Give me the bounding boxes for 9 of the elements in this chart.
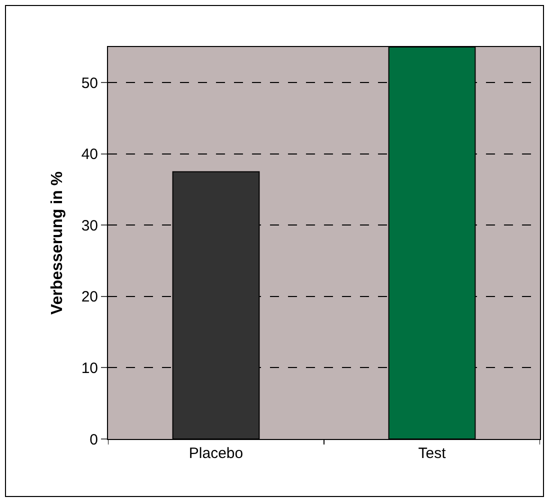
y-tick-label: 10	[81, 360, 98, 377]
y-axis-title: Verbesserung in %	[49, 171, 66, 315]
x-tick-label: Test	[418, 445, 447, 462]
y-tick-label: 30	[81, 217, 98, 234]
y-tick-label: 20	[81, 288, 98, 306]
y-tick-label: 0	[90, 431, 98, 448]
x-tick-label: Placebo	[188, 445, 244, 462]
y-tick-label: 40	[81, 146, 98, 164]
y-tick-label: 50	[81, 74, 98, 92]
